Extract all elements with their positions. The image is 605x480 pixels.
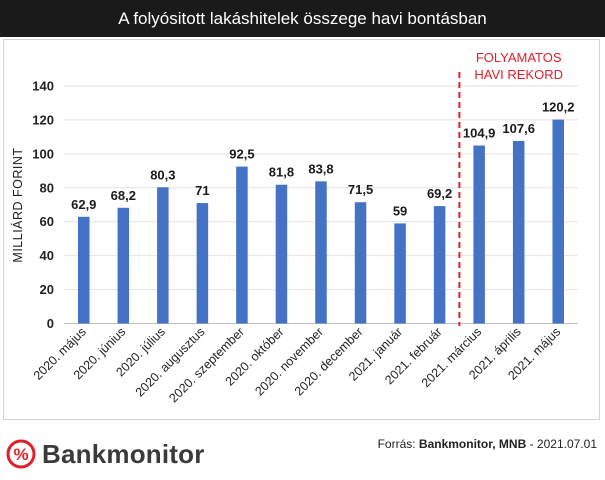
bar <box>315 181 327 324</box>
y-tick-label: 80 <box>40 180 54 195</box>
data-label: 80,3 <box>150 167 175 182</box>
bar <box>394 223 406 324</box>
source-date: - 2021.07.01 <box>526 437 597 451</box>
data-label: 107,6 <box>502 121 535 136</box>
x-tick-label: 2020. augusztus <box>133 325 208 400</box>
chart-title-bar: A folyósitott lakáshitelek összege havi … <box>0 0 605 37</box>
y-tick-label: 40 <box>40 248 54 263</box>
x-tick-label: 2020. december <box>292 325 366 399</box>
data-label: 104,9 <box>463 126 496 141</box>
bankmonitor-logo: % Bankmonitor <box>6 436 205 472</box>
data-label: 92,5 <box>229 147 254 162</box>
data-label: 120,2 <box>542 100 575 115</box>
bar <box>78 216 90 324</box>
data-label: 68,2 <box>111 188 136 203</box>
data-label: 62,9 <box>71 197 96 212</box>
bar <box>512 140 525 324</box>
y-tick-label: 60 <box>40 214 54 229</box>
annotation-label: HAVI REKORD <box>474 67 563 82</box>
y-tick-label: 20 <box>40 282 54 297</box>
bar <box>552 119 564 324</box>
percent-logo-icon: % <box>6 439 36 469</box>
x-tick-label: 2020. november <box>252 325 326 399</box>
y-tick-label: 140 <box>32 79 54 94</box>
data-label: 69,2 <box>427 186 452 201</box>
y-tick-label: 100 <box>32 146 54 161</box>
data-label: 83,8 <box>308 161 333 176</box>
data-label: 71,5 <box>348 182 373 197</box>
bar <box>275 184 288 324</box>
source-credit: Forrás: Bankmonitor, MNB - 2021.07.01 <box>378 437 597 451</box>
x-tick-label: 2020. szeptember <box>166 325 247 406</box>
data-label: 71 <box>195 183 209 198</box>
data-label: 59 <box>393 203 407 218</box>
svg-text:%: % <box>13 445 28 464</box>
y-axis-label: MILLIÁRD FORINT <box>10 147 25 262</box>
bar <box>473 145 485 324</box>
bar-chart: 0 20 40 60 80 100 120 140 MILLIÁRD FORINT 62,9 202… <box>10 50 578 406</box>
bar <box>117 207 130 324</box>
bar <box>157 187 169 324</box>
y-tick-label: 0 <box>47 316 54 331</box>
logo-text: Bankmonitor <box>42 438 205 469</box>
source-names: Bankmonitor, MNB <box>418 437 527 451</box>
bar <box>236 166 248 324</box>
y-tick-label: 120 <box>32 112 54 127</box>
bar <box>433 206 446 324</box>
bar <box>196 203 209 324</box>
bar <box>354 202 367 324</box>
chart-frame <box>3 39 600 420</box>
chart-title: A folyósitott lakáshitelek összege havi … <box>118 8 487 28</box>
source-prefix: Forrás: <box>377 437 419 451</box>
annotation-label: FOLYAMATOS <box>476 50 562 65</box>
data-label: 81,8 <box>269 165 294 180</box>
